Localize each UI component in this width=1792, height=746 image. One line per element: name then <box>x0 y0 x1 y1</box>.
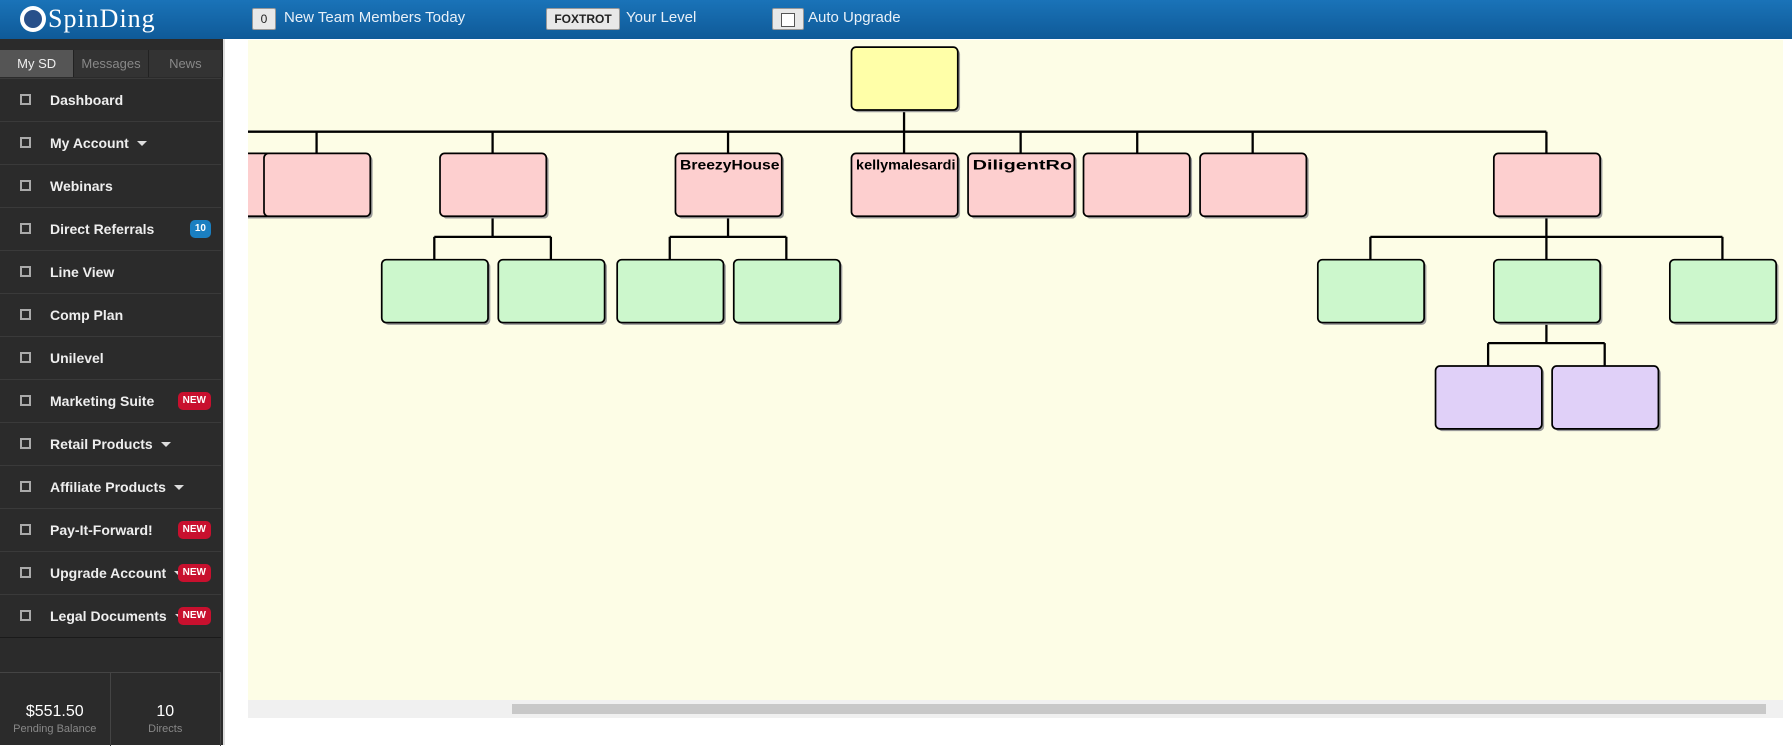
sidebar: My SD Messages News Dashboard My Account Web… <box>0 39 223 746</box>
menu-icon <box>20 180 31 191</box>
tree-area: BreezyHouse kellymalesardi DiligentRo <box>193 40 1783 700</box>
tree-node[interactable] <box>1199 152 1308 218</box>
menu-icon <box>20 137 31 148</box>
menu-label: Upgrade Account <box>50 565 167 581</box>
tabs: My SD Messages News <box>0 50 223 77</box>
dropdown-caret <box>137 141 147 146</box>
menu-label: Marketing Suite <box>50 393 155 409</box>
directs-box[interactable]: 10 Directs <box>111 673 221 746</box>
menu-item[interactable]: Dashboard <box>0 78 221 122</box>
tree-node[interactable] <box>497 258 606 324</box>
menu-item[interactable]: Upgrade Account NEW <box>0 551 221 595</box>
tab[interactable]: My SD <box>0 50 75 77</box>
new-members-count: 0 <box>252 8 276 30</box>
tree-node[interactable] <box>850 46 959 111</box>
menu-label: Legal Documents <box>50 608 167 624</box>
dropdown-caret <box>161 442 171 447</box>
tree-node[interactable] <box>732 258 841 324</box>
new-members-label: New Team Members Today <box>284 9 466 26</box>
node-label: kellymalesardi <box>856 157 955 172</box>
menu-label: Line View <box>50 264 115 280</box>
auto-upgrade-checkbox[interactable] <box>772 8 804 30</box>
tab[interactable]: Messages <box>74 50 149 77</box>
menu-item[interactable]: Affiliate Products <box>0 465 221 509</box>
tab[interactable]: News <box>148 50 223 77</box>
dropdown-caret <box>174 485 184 490</box>
tree-node[interactable] <box>1492 152 1601 218</box>
menu-label: Affiliate Products <box>50 479 166 495</box>
menu-item[interactable]: Marketing Suite NEW <box>0 379 221 423</box>
menu-icon <box>20 94 31 105</box>
gutter <box>223 39 250 745</box>
menu-icon <box>20 610 31 621</box>
menu-label: Webinars <box>50 178 113 194</box>
level[interactable]: FOXTROT <box>546 8 620 30</box>
menu-label: Comp Plan <box>50 307 124 323</box>
menu-item[interactable]: My Account <box>0 121 221 165</box>
tree-node[interactable] <box>263 152 372 218</box>
menu-label: Dashboard <box>50 92 124 108</box>
balance-box[interactable]: $551.50 Pending Balance <box>0 673 111 746</box>
badge: 10 <box>189 220 211 238</box>
badge: NEW <box>177 564 211 582</box>
tree-node[interactable] <box>1668 258 1777 324</box>
badge: NEW <box>177 521 211 539</box>
level-label: Your Level <box>626 9 697 26</box>
scroll-thumb[interactable] <box>512 704 1766 714</box>
menu-icon <box>20 438 31 449</box>
menu-item[interactable]: Legal Documents NEW <box>0 594 221 638</box>
menu-icon <box>20 524 31 535</box>
tree-node[interactable] <box>967 152 1076 218</box>
auto-upgrade-label: Auto Upgrade <box>808 9 901 26</box>
node-label: DiligentRo <box>973 157 1072 172</box>
menu-icon <box>20 395 31 406</box>
menu-item[interactable]: Direct Referrals 10 <box>0 207 221 251</box>
balance-label: Pending Balance <box>13 723 97 735</box>
menu-item[interactable]: Unilevel <box>0 336 221 380</box>
menu-icon <box>20 266 31 277</box>
menu-icon <box>20 567 31 578</box>
tree: BreezyHouse kellymalesardi DiligentRo <box>193 46 1779 432</box>
menu-item[interactable]: Comp Plan <box>0 293 221 337</box>
menu-icon <box>20 309 31 320</box>
tree-node[interactable] <box>1492 258 1601 324</box>
menu-icon <box>20 481 31 492</box>
scrollbar[interactable] <box>248 700 1783 718</box>
menu-item[interactable]: Webinars <box>0 164 221 208</box>
menu-label: Pay-It-Forward! <box>50 522 153 538</box>
tree-node[interactable] <box>616 258 725 324</box>
menu-icon <box>20 352 31 363</box>
tree-node[interactable] <box>380 258 489 324</box>
sidebar-footer: $551.50 Pending Balance 10 Directs <box>0 672 221 746</box>
node-label: BreezyHouse <box>680 157 780 172</box>
menu-label: My Account <box>50 135 129 151</box>
logo: SpinDing <box>48 4 156 33</box>
tree-node[interactable] <box>850 152 959 218</box>
header: SpinDing 0 New Team Members Today FOXTRO… <box>0 0 1792 39</box>
menu-icon <box>20 223 31 234</box>
badge: NEW <box>177 607 211 625</box>
directs: 10 <box>156 703 175 720</box>
logo-icon <box>20 6 46 32</box>
menu-label: Direct Referrals <box>50 221 155 237</box>
tree-node[interactable] <box>1551 365 1660 430</box>
badge: NEW <box>177 392 211 410</box>
tree-node[interactable] <box>439 152 548 218</box>
menu-item[interactable]: Line View <box>0 250 221 294</box>
menu-label: Unilevel <box>50 350 104 366</box>
directs-label: Directs <box>148 723 183 735</box>
tree-node[interactable] <box>674 152 783 218</box>
menu-label: Retail Products <box>50 436 153 452</box>
balance: $551.50 <box>25 703 84 720</box>
tree-node[interactable] <box>1082 152 1191 218</box>
tree-node[interactable] <box>1316 258 1425 324</box>
menu-item[interactable]: Retail Products <box>0 422 221 466</box>
tree-node[interactable] <box>1434 365 1543 430</box>
menu-item[interactable]: Pay-It-Forward! NEW <box>0 508 221 552</box>
